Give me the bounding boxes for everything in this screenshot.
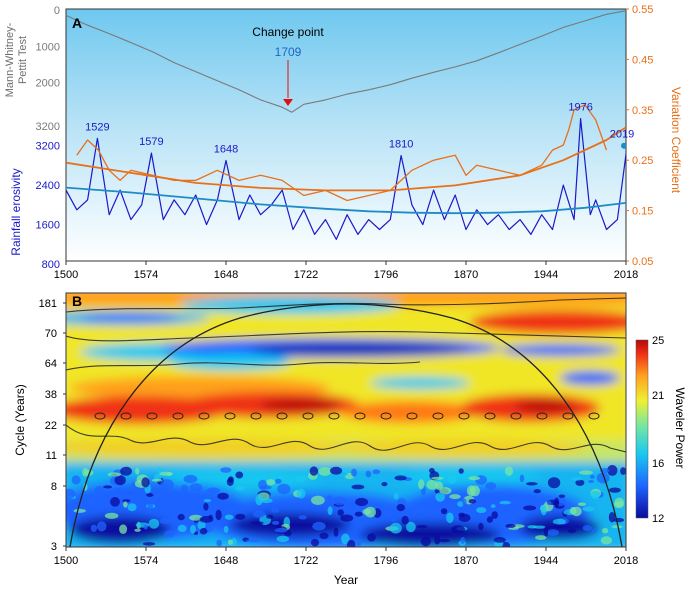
mwp-tick-0: 0 (54, 5, 60, 17)
right-axis-ticks: 0.05 0.15 0.25 0.35 0.45 0.55 (626, 4, 653, 268)
vc-tick-0.35: 0.35 (632, 105, 653, 117)
endpoint-marker (621, 142, 626, 149)
panel-b-y-label: Cycle (Years) (13, 384, 27, 456)
rainfall-tick-2400: 2400 (36, 180, 60, 192)
b-y-tick-70: 70 (45, 328, 57, 340)
b-x-tick-1648: 1648 (214, 555, 238, 567)
peak-label-1976: 1976 (568, 102, 592, 114)
colorbar-tick-25: 25 (652, 335, 664, 347)
panel-b-x-ticks: 1500 1574 1648 1722 1796 1870 1944 2018 (54, 547, 638, 567)
colorbar (635, 339, 649, 519)
vc-tick-0.05: 0.05 (632, 256, 653, 268)
panel-b-label: B (72, 293, 82, 309)
panel-b-plot-area (65, 292, 627, 548)
vc-tick-0.25: 0.25 (632, 155, 653, 167)
a-x-tick-1500: 1500 (54, 269, 78, 281)
left-axis-ticks: 0 1000 2000 3200 800 1600 2400 3200 (36, 5, 60, 271)
colorbar-ticks: 12 16 21 25 (652, 335, 664, 525)
panel-a-label: A (72, 15, 82, 31)
peak-label-1579: 1579 (139, 136, 163, 148)
b-x-tick-1944: 1944 (534, 555, 558, 567)
peak-label-2019: 2019 (610, 129, 634, 141)
panel-a-series (66, 10, 626, 240)
a-x-tick-1944: 1944 (534, 269, 558, 281)
mwp-axis-label-line2: Pettit Test (17, 36, 29, 84)
colorbar-tick-16: 16 (652, 458, 664, 470)
rainfall-tick-800: 800 (42, 259, 60, 271)
b-y-tick-38: 38 (45, 389, 57, 401)
vc-axis-label: Variation Coefficient (669, 87, 683, 194)
b-x-tick-1796: 1796 (374, 555, 398, 567)
rainfall-axis-label: Rainfall erosivity (9, 168, 23, 255)
colorbar-tick-21: 21 (652, 390, 664, 402)
panel-a-plot-area (65, 8, 627, 262)
peak-label-1810: 1810 (389, 139, 413, 151)
cone-of-influence (69, 303, 623, 547)
peak-labels: 1529 1579 1648 1810 1976 2019 (85, 102, 634, 156)
b-x-tick-2018: 2018 (614, 555, 638, 567)
b-x-tick-1870: 1870 (454, 555, 478, 567)
panel-a-x-ticks: 1500 1574 1648 1722 1796 1870 1944 2018 (54, 261, 638, 281)
b-y-tick-11: 11 (46, 450, 57, 462)
b-y-tick-8: 8 (51, 481, 57, 493)
rainfall-line (66, 117, 626, 240)
rainfall-tick-3200: 3200 (36, 141, 60, 153)
b-y-tick-3: 3 (51, 541, 57, 553)
colorbar-label: Waveler Power (673, 388, 685, 469)
a-x-tick-2018: 2018 (614, 269, 638, 281)
panel-b-x-label: Year (334, 573, 358, 587)
colorbar-tick-12: 12 (652, 513, 664, 525)
mwp-tick-1000: 1000 (36, 41, 60, 53)
mwp-line (66, 10, 626, 113)
vc-tick-0.15: 0.15 (632, 206, 653, 218)
mwp-tick-2000: 2000 (36, 78, 60, 90)
wavelet-heatmap (66, 293, 626, 547)
rainfall-trend-line (66, 186, 626, 215)
peak-label-1529: 1529 (85, 121, 109, 133)
rainfall-tick-1600: 1600 (36, 220, 60, 232)
b-x-tick-1574: 1574 (134, 555, 158, 567)
change-point-label: Change point (252, 25, 324, 39)
b-y-tick-64: 64 (45, 358, 57, 370)
a-x-tick-1574: 1574 (134, 269, 158, 281)
b-x-tick-1722: 1722 (294, 555, 318, 567)
b-x-tick-1500: 1500 (54, 555, 78, 567)
peak-label-1648: 1648 (214, 144, 238, 156)
a-x-tick-1870: 1870 (454, 269, 478, 281)
vc-line (76, 104, 608, 202)
mwp-tick-3200: 3200 (36, 121, 60, 133)
vc-trend-line (66, 126, 626, 192)
change-point-marker (283, 99, 293, 106)
b-y-tick-22: 22 (45, 420, 57, 432)
panel-a: A Change point 1709 1529 1579 1648 1810 1976… (4, 4, 683, 281)
b-y-tick-181: 181 (39, 298, 57, 310)
a-x-tick-1722: 1722 (294, 269, 318, 281)
a-x-tick-1648: 1648 (214, 269, 238, 281)
mwp-axis-label-line1: Mann-Whitney- (4, 22, 16, 97)
change-point-year: 1709 (275, 45, 302, 59)
vc-tick-0.45: 0.45 (632, 54, 653, 66)
a-x-tick-1796: 1796 (374, 269, 398, 281)
vc-tick-0.55: 0.55 (632, 4, 653, 16)
